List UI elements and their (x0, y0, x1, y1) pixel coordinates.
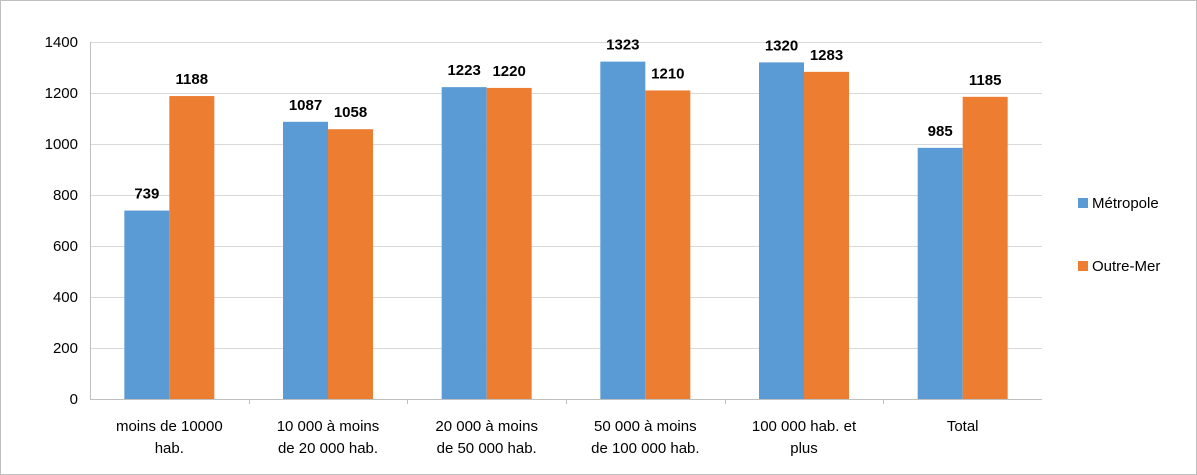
bar-Outre-Mer-3 (645, 90, 691, 399)
data-label-Outre-Mer-1: 1058 (334, 104, 367, 121)
bar-Outre-Mer-5 (962, 96, 1008, 399)
data-label-Métropole-5: 985 (928, 123, 953, 140)
bar-Outre-Mer-2 (486, 87, 532, 400)
y-tick-label-800: 800 (53, 187, 78, 204)
y-tick-labels: 0 200 400 600 800 1000 1200 1400 (45, 34, 78, 408)
bar-Outre-Mer-4 (804, 71, 849, 400)
data-label-Métropole-0: 739 (134, 186, 159, 203)
y-tick-label-1400: 1400 (45, 34, 78, 51)
y-tick-label-1200: 1200 (45, 85, 78, 102)
y-tick-label-1000: 1000 (45, 136, 78, 153)
y-tick-label-0: 0 (70, 391, 78, 408)
data-label-Métropole-3: 1323 (606, 37, 639, 54)
category-label-2-line-1: de 50 000 hab. (437, 440, 537, 457)
data-label-Métropole-1: 1087 (289, 97, 322, 114)
data-label-Métropole-2: 1223 (447, 62, 480, 79)
data-label-Outre-Mer-0: 1188 (176, 71, 209, 88)
category-label-1-line-0: 10 000 à moins (277, 418, 380, 435)
data-label-Outre-Mer-4: 1283 (810, 47, 843, 64)
legend-label-Métropole: Métropole (1092, 195, 1159, 212)
data-label-Outre-Mer-5: 1185 (969, 72, 1002, 89)
legend-label-Outre-Mer: Outre-Mer (1092, 258, 1160, 275)
y-tick-label-400: 400 (53, 289, 78, 306)
data-label-Outre-Mer-2: 1220 (492, 63, 525, 80)
category-label-3-line-0: 50 000 à moins (594, 418, 697, 435)
bar-Métropole-3 (600, 61, 646, 399)
legend-swatch-Métropole (1078, 198, 1088, 208)
category-label-4-line-0: 100 000 hab. et (752, 418, 857, 435)
bar-Outre-Mer-0 (169, 96, 215, 399)
bar-Métropole-5 (917, 147, 963, 399)
axes (90, 42, 1042, 404)
category-label-0-line-0: moins de 10000 (116, 418, 223, 435)
bar-Outre-Mer-1 (328, 129, 373, 399)
category-label-0-line-1: hab. (155, 440, 184, 457)
bar-Métropole-4 (759, 62, 804, 400)
category-label-3-line-1: de 100 000 hab. (591, 440, 699, 457)
category-label-2-line-0: 20 000 à moins (435, 418, 538, 435)
bar-Métropole-0 (124, 210, 170, 399)
category-label-1-line-1: de 20 000 hab. (278, 440, 378, 457)
category-label-4-line-1: plus (790, 440, 818, 457)
legend-swatch-Outre-Mer (1078, 261, 1088, 271)
data-label-Outre-Mer-3: 1210 (651, 65, 684, 82)
category-label-5-line-0: Total (947, 418, 979, 435)
legend: Métropole Outre-Mer (1078, 195, 1160, 275)
gridlines (90, 42, 1042, 349)
category-labels: moins de 10000 hab. 10 000 à moins de 20 00… (116, 418, 979, 457)
bar-Métropole-1 (283, 121, 328, 399)
y-tick-label-600: 600 (53, 238, 78, 255)
data-label-Métropole-4: 1320 (765, 37, 798, 54)
bar-Métropole-2 (441, 87, 487, 399)
y-tick-label-200: 200 (53, 340, 78, 357)
data-labels: 739 1188 1087 1058 1223 1220 1323 1210 1320 1283 9… (134, 37, 1001, 203)
bars (124, 61, 1008, 400)
